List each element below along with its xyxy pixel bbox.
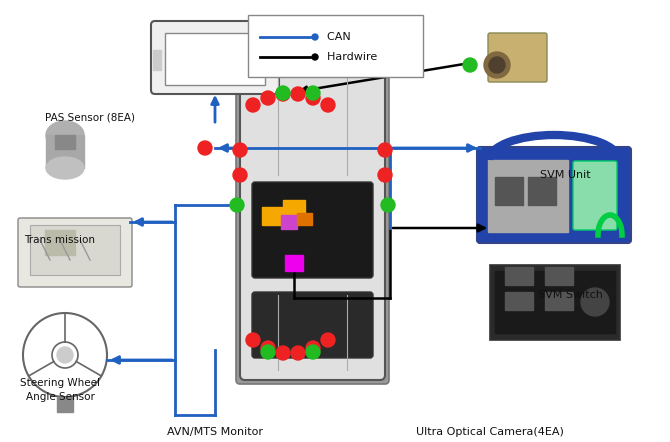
Circle shape (261, 345, 275, 359)
Circle shape (312, 54, 318, 60)
FancyBboxPatch shape (236, 56, 389, 384)
Circle shape (484, 52, 510, 78)
Circle shape (246, 333, 260, 347)
Bar (45, 230, 75, 255)
Bar (153, 50, 161, 70)
Circle shape (306, 91, 320, 105)
Text: Ultra Optical Camera(4EA): Ultra Optical Camera(4EA) (416, 427, 564, 437)
FancyBboxPatch shape (151, 21, 279, 94)
Bar (488, 160, 568, 232)
FancyBboxPatch shape (488, 33, 547, 82)
Circle shape (233, 143, 247, 157)
Circle shape (306, 86, 320, 100)
FancyBboxPatch shape (477, 147, 631, 243)
Circle shape (306, 345, 320, 359)
Circle shape (291, 87, 305, 101)
Circle shape (291, 346, 305, 360)
Circle shape (581, 288, 609, 316)
Text: Hardwire: Hardwire (320, 52, 377, 62)
Circle shape (321, 333, 335, 347)
Bar (46, 135, 84, 168)
Circle shape (312, 34, 318, 40)
Circle shape (261, 91, 275, 105)
Bar (285, 255, 303, 271)
FancyBboxPatch shape (240, 60, 385, 380)
FancyBboxPatch shape (252, 292, 373, 358)
Circle shape (489, 57, 505, 73)
Circle shape (233, 168, 247, 182)
Circle shape (321, 98, 335, 112)
Circle shape (463, 58, 477, 72)
Bar (545, 292, 573, 310)
Circle shape (198, 141, 212, 155)
Text: CAN: CAN (320, 32, 351, 42)
Text: Trans mission: Trans mission (25, 235, 96, 245)
Bar (528, 177, 556, 205)
Circle shape (230, 198, 244, 212)
Text: SVM Unit: SVM Unit (540, 170, 590, 180)
Bar (279, 50, 287, 70)
Bar (505, 267, 533, 285)
Bar (495, 177, 523, 205)
Bar (495, 271, 615, 333)
Circle shape (57, 347, 73, 363)
FancyBboxPatch shape (490, 265, 620, 340)
Circle shape (378, 168, 392, 182)
Circle shape (261, 341, 275, 355)
Bar (57, 397, 73, 412)
Bar (283, 200, 305, 218)
Text: AVN/MTS Monitor: AVN/MTS Monitor (167, 427, 263, 437)
Bar (55, 135, 75, 149)
Bar (165, 33, 265, 85)
Text: PAS Sensor (8EA): PAS Sensor (8EA) (45, 113, 135, 123)
Bar (262, 207, 284, 225)
Text: SVM Switch: SVM Switch (537, 290, 602, 300)
Circle shape (276, 86, 290, 100)
Circle shape (246, 98, 260, 112)
Ellipse shape (46, 121, 84, 149)
Ellipse shape (46, 157, 84, 179)
Circle shape (276, 87, 290, 101)
FancyBboxPatch shape (252, 182, 373, 278)
Bar (297, 213, 312, 225)
FancyBboxPatch shape (248, 15, 423, 77)
Bar (281, 215, 297, 229)
FancyBboxPatch shape (573, 161, 617, 230)
Bar (30, 225, 120, 275)
Circle shape (306, 341, 320, 355)
Text: Steering Wheel
Angle Sensor: Steering Wheel Angle Sensor (20, 378, 100, 402)
Circle shape (378, 143, 392, 157)
Bar (505, 292, 533, 310)
FancyBboxPatch shape (18, 218, 132, 287)
Bar (545, 267, 573, 285)
Circle shape (381, 198, 395, 212)
Circle shape (276, 346, 290, 360)
